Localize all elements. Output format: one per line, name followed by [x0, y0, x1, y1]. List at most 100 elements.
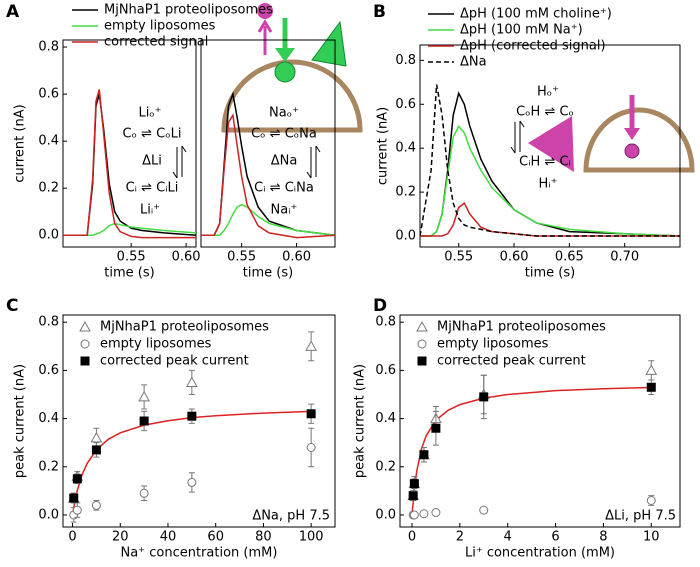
panel-letter: C	[6, 296, 18, 316]
circle-marker	[646, 496, 656, 505]
x-tick-label: 4	[504, 530, 512, 545]
x-tick-label: 0.55	[117, 250, 146, 265]
x-tick-label: 0.60	[500, 250, 529, 265]
y-tick-label: 0.6	[38, 87, 59, 102]
square-marker	[431, 423, 441, 433]
fit-line	[411, 386, 652, 516]
legend-label: empty liposomes	[437, 337, 549, 352]
y-tick-label: 0.6	[375, 363, 396, 378]
annotation: ΔNa, pH 7.5	[252, 509, 330, 524]
y-tick-label: 0.2	[38, 181, 59, 196]
square-marker	[69, 493, 79, 503]
legend-label: ΔpH (100 mM Na⁺)	[460, 23, 583, 38]
annotation: Hᵢ⁺	[539, 177, 558, 192]
y-tick-label: 0.0	[395, 229, 416, 244]
legend-label: MjNhaP1 proteoliposomes	[104, 3, 273, 18]
circle-marker	[72, 505, 82, 515]
legend-label: empty liposomes	[100, 337, 212, 352]
data-line	[63, 93, 196, 236]
square-marker	[72, 474, 82, 484]
x-tick-label: 0.55	[227, 250, 256, 265]
x-axis-label: time (s)	[104, 266, 154, 281]
y-axis-label: current (nA)	[13, 104, 28, 182]
annotation: Liₒ⁺	[138, 106, 161, 121]
y-tick-label: 0.8	[38, 40, 59, 55]
circle-marker	[479, 505, 489, 515]
x-tick-label: 8	[599, 530, 607, 545]
annotation: Cᵢ ⇌ CᵢNa	[254, 181, 314, 196]
annotation: ΔLi	[142, 154, 162, 169]
square-marker	[419, 450, 429, 460]
x-tick-label: 40	[160, 530, 177, 545]
annotation: Liᵢ⁺	[140, 203, 160, 218]
circle-marker	[187, 477, 197, 487]
y-axis-label: peak current (nA)	[353, 364, 368, 478]
legend-label: empty liposomes	[104, 19, 216, 34]
square-marker	[408, 491, 418, 501]
circle-marker	[139, 488, 149, 498]
y-axis-label: current (nA)	[376, 107, 391, 185]
annotation: Cᵢ ⇌ CᵢLi	[126, 181, 179, 196]
legend-label: ΔNa	[460, 55, 487, 70]
x-tick-label: 0.70	[610, 250, 639, 265]
y-tick-label: 0.4	[38, 134, 59, 149]
square-marker	[91, 445, 101, 455]
square-marker	[139, 416, 149, 426]
square-marker	[80, 356, 90, 366]
panel-letter: A	[6, 2, 20, 22]
triangle-marker	[79, 320, 91, 332]
plot-frame	[399, 314, 681, 528]
triangle-marker	[416, 320, 428, 332]
legend-label: MjNhaP1 proteoliposomes	[437, 320, 606, 335]
annotation: Hₒ⁺	[537, 85, 559, 100]
x-tick-label: 0.60	[172, 250, 201, 265]
y-tick-label: 0.8	[38, 315, 59, 330]
circle-marker	[431, 508, 441, 518]
x-tick-label: 10	[643, 530, 660, 545]
square-marker	[479, 392, 489, 402]
data-line	[420, 84, 680, 237]
x-axis-label: Li⁺ concentration (mM)	[465, 546, 615, 561]
y-axis-label: peak current (nA)	[13, 364, 28, 478]
cartoon-a	[221, 3, 363, 133]
data-line	[63, 89, 196, 239]
x-tick-label: 6	[551, 530, 559, 545]
x-tick-label: 60	[207, 530, 224, 545]
circle-marker	[80, 339, 90, 349]
legend-label: corrected peak current	[437, 354, 586, 369]
equilibrium-arrow	[306, 145, 321, 179]
fit-line	[71, 410, 312, 516]
y-tick-label: 0.0	[375, 507, 396, 522]
circle-marker	[419, 509, 429, 519]
circle-marker	[91, 500, 101, 510]
x-tick-label: 0.60	[282, 250, 311, 265]
data-line	[63, 222, 196, 236]
triangle-marker	[90, 431, 103, 443]
x-tick-label: 100	[299, 530, 324, 545]
y-tick-label: 0.8	[395, 53, 416, 68]
plot-frame	[62, 314, 336, 528]
x-tick-label: 0.65	[555, 250, 584, 265]
annotation: Naₒ⁺	[269, 106, 299, 121]
x-tick-label: 80	[255, 530, 272, 545]
square-marker	[417, 356, 427, 366]
plot-frame	[200, 39, 336, 248]
legend-label: ΔpH (100 mM choline⁺)	[460, 7, 612, 22]
y-tick-label: 0.2	[395, 185, 416, 200]
x-axis-label: Na⁺ concentration (mM)	[121, 546, 278, 561]
annotation: CᵢH ⇌ Cᵢ	[519, 155, 571, 170]
circle-marker	[409, 510, 419, 520]
legend-label: corrected peak current	[100, 354, 249, 369]
equilibrium-arrow	[172, 145, 187, 179]
annotation: ΔLi, pH 7.5	[605, 509, 676, 524]
annotation: Cₒ ⇌ CₒNa	[251, 127, 317, 142]
circle-marker	[417, 339, 427, 349]
y-tick-label: 0.4	[38, 411, 59, 426]
x-axis-label: time (s)	[243, 266, 293, 281]
legend-label: ΔpH (corrected signal)	[460, 39, 606, 54]
annotation: Cₒ ⇌ CₒLi	[123, 127, 182, 142]
y-tick-label: 0.2	[38, 459, 59, 474]
x-tick-label: 2	[456, 530, 464, 545]
